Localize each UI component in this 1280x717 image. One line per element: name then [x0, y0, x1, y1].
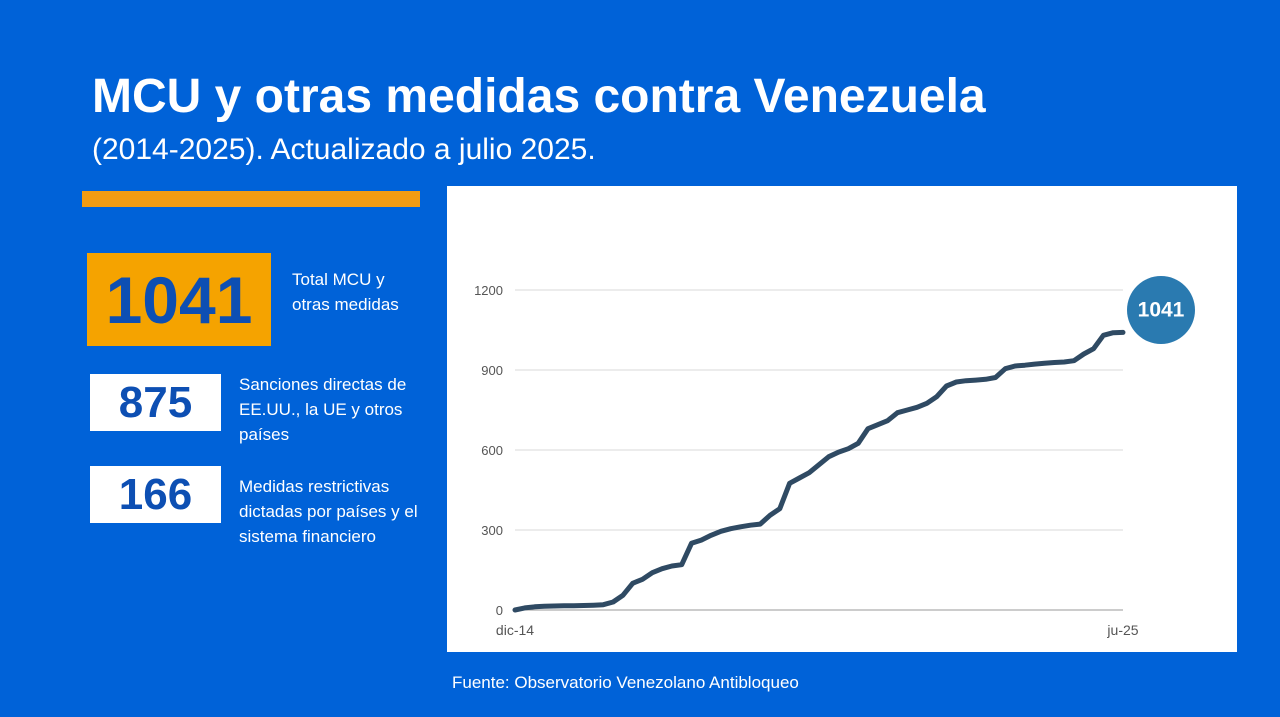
- orange-divider: [82, 191, 420, 207]
- restrictive-measures-value: 166: [90, 466, 221, 523]
- total-measures-label: Total MCU y otras medidas: [292, 270, 399, 314]
- end-value-circle: [1127, 276, 1195, 344]
- total-measures-value: 1041: [87, 253, 271, 346]
- end-value-badge: 1041: [1127, 276, 1195, 344]
- line-chart: 0 300 600 900 1200 dic-14 ju-25 1041: [474, 276, 1195, 638]
- direct-sanctions-value: 875: [90, 374, 221, 431]
- y-tick-label: 900: [481, 363, 503, 378]
- x-tick-label: ju-25: [1106, 622, 1138, 638]
- page-title: MCU y otras medidas contra Venezuela: [92, 70, 986, 123]
- source-note: Fuente: Observatorio Venezolano Antibloq…: [452, 673, 799, 692]
- series-line: [512, 329, 1126, 613]
- end-value-label: 1041: [1138, 299, 1185, 322]
- y-tick-label: 1200: [474, 283, 503, 298]
- y-tick-label: 300: [481, 523, 503, 538]
- restrictive-measures-label: Medidas restrictivas dictadas por países…: [239, 477, 418, 546]
- y-tick-label: 600: [481, 443, 503, 458]
- chart-panel: 0 300 600 900 1200 dic-14 ju-25 1041: [447, 186, 1237, 652]
- y-tick-label: 0: [496, 603, 503, 618]
- page-subtitle: (2014-2025). Actualizado a julio 2025.: [92, 133, 596, 166]
- direct-sanctions-label: Sanciones directas de EE.UU., la UE y ot…: [239, 375, 407, 444]
- x-tick-label: dic-14: [496, 622, 534, 638]
